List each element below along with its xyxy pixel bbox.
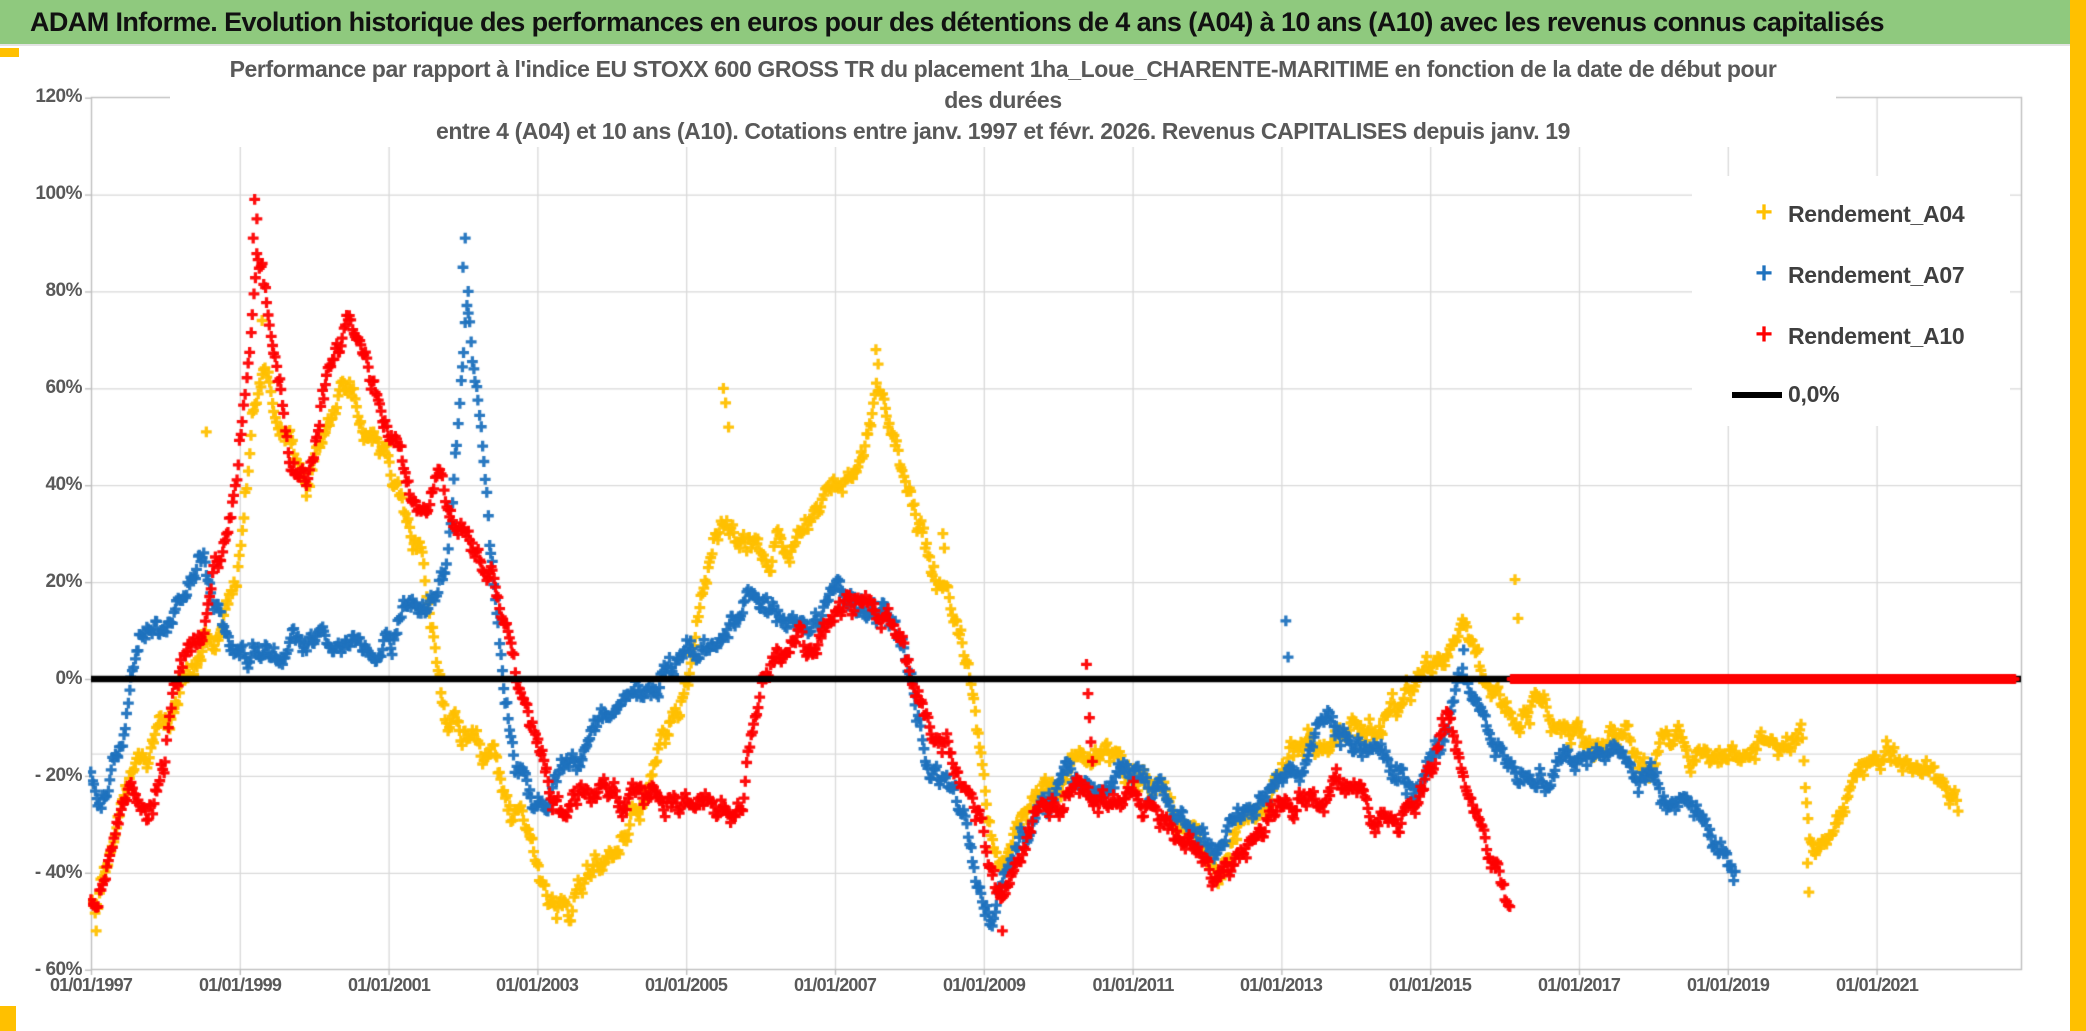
x-tick-label: 01/01/2021	[1835, 975, 1919, 995]
y-tick-label: - 60%	[34, 959, 83, 980]
legend-item-a04: + Rendement_A04	[1692, 192, 2010, 236]
legend-item-a07: + Rendement_A07	[1692, 253, 2010, 297]
gold-border-right	[2070, 0, 2086, 1031]
header-divider	[0, 44, 2070, 46]
x-tick-label: 01/01/2019	[1686, 975, 1770, 995]
y-tick-label: 120%	[35, 86, 82, 107]
y-tick-label: - 40%	[34, 862, 83, 883]
y-tick-label: 80%	[45, 280, 82, 301]
gold-border-bottom-left	[0, 1006, 16, 1031]
plus-marker-icon: +	[1755, 318, 1773, 351]
gold-border-left-tab	[0, 48, 19, 57]
legend-label: Rendement_A10	[1788, 323, 1965, 349]
y-tick-label: 100%	[35, 183, 82, 204]
x-tick-label: 01/01/2017	[1537, 975, 1621, 995]
plus-marker-icon: +	[1755, 257, 1773, 290]
chart-title-line-3: entre 4 (A04) et 10 ans (A10). Cotations…	[435, 118, 1571, 144]
chart-title-line-2: des durées	[944, 87, 1062, 113]
chart-legend: + Rendement_A04 + Rendement_A07 + Rendem…	[1692, 176, 2010, 426]
x-tick-label: 01/01/2007	[793, 975, 877, 995]
y-tick-label: 60%	[45, 377, 82, 398]
legend-label: Rendement_A07	[1788, 262, 1965, 288]
page-title: ADAM Informe. Evolution historique des p…	[30, 6, 1885, 37]
y-tick-label: 0%	[55, 668, 83, 689]
plus-marker-icon: +	[1755, 196, 1773, 229]
legend-item-a10: + Rendement_A10	[1692, 314, 2010, 358]
x-tick-label: 01/01/2001	[347, 975, 431, 995]
legend-label: 0,0%	[1788, 381, 1840, 407]
y-tick-label: 40%	[45, 474, 82, 495]
x-tick-label: 01/01/1999	[198, 975, 282, 995]
chart-title-line-1: Performance par rapport à l'indice EU ST…	[229, 56, 1777, 82]
legend-item-zero-line: 0,0%	[1692, 372, 2010, 416]
zero-line-icon	[1732, 392, 1782, 398]
y-tick-label: 20%	[45, 571, 82, 592]
x-tick-label: 01/01/2015	[1388, 975, 1472, 995]
legend-label: Rendement_A04	[1788, 201, 1965, 227]
x-tick-label: 01/01/1997	[49, 975, 133, 995]
x-tick-label: 01/01/2005	[644, 975, 728, 995]
y-tick-label: - 20%	[34, 765, 83, 786]
x-tick-label: 01/01/2011	[1092, 975, 1174, 995]
x-tick-label: 01/01/2013	[1239, 975, 1323, 995]
x-tick-label: 01/01/2003	[495, 975, 579, 995]
header-bar: ADAM Informe. Evolution historique des p…	[0, 0, 2070, 44]
x-tick-label: 01/01/2009	[942, 975, 1026, 995]
chart-title: Performance par rapport à l'indice EU ST…	[170, 54, 1836, 147]
